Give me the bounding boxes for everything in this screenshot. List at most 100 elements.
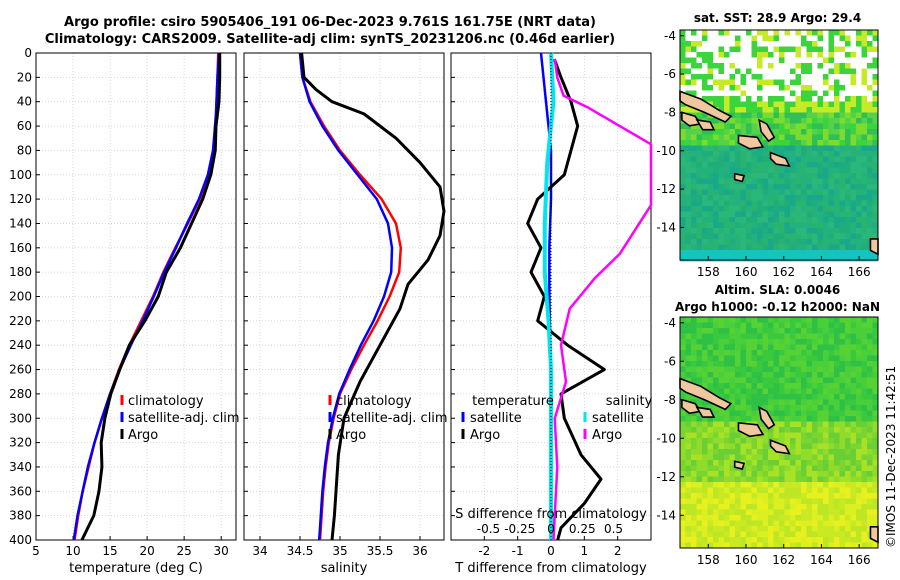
- y-tick-label: 400: [9, 533, 32, 547]
- map-cell: [801, 112, 807, 119]
- map-cell: [850, 399, 857, 406]
- map-cell: [834, 344, 840, 351]
- map-cell: [823, 206, 829, 212]
- map-cell: [702, 537, 708, 543]
- map-cell: [845, 416, 851, 422]
- map-cell: [806, 173, 813, 179]
- map-cell: [795, 322, 802, 329]
- map-cell: [707, 228, 714, 234]
- map-cell: [850, 509, 857, 516]
- map-cell: [713, 355, 719, 362]
- series-line-blue: [72, 52, 221, 541]
- map-cell: [768, 250, 774, 256]
- map-cell: [735, 79, 741, 86]
- map-cell: [768, 140, 774, 146]
- map-cell: [718, 394, 725, 400]
- map-cell: [746, 222, 752, 229]
- map-cell: [867, 173, 873, 179]
- map-cell: [850, 217, 857, 223]
- map-cell: [784, 421, 791, 428]
- map-cell: [740, 101, 747, 108]
- map-cell: [784, 101, 791, 108]
- map-cell: [812, 443, 818, 450]
- map-cell: [817, 107, 824, 113]
- map-cell: [729, 255, 736, 262]
- map-cell: [762, 211, 769, 218]
- series-line-black: [300, 52, 446, 541]
- sla-map-cells: [680, 317, 879, 549]
- legend-label: satellite-adj. clim: [336, 411, 448, 426]
- map-cell: [729, 57, 736, 64]
- map-cell: [790, 515, 796, 521]
- map-cell: [735, 328, 741, 334]
- map-cell: [790, 443, 796, 450]
- map-cell: [729, 372, 736, 378]
- map-cell: [680, 244, 686, 251]
- map-cell: [762, 454, 769, 461]
- map-cell: [729, 542, 736, 549]
- map-cell: [773, 322, 780, 329]
- map-cell: [779, 200, 785, 207]
- map-cell: [850, 52, 857, 58]
- map-cell: [834, 438, 840, 444]
- map-cell: [856, 405, 862, 411]
- map-cell: [713, 432, 719, 439]
- map-cell: [746, 328, 752, 334]
- map-cell: [740, 250, 747, 256]
- map-cell: [823, 46, 829, 53]
- map-cell: [850, 79, 857, 86]
- map-cell: [850, 151, 857, 157]
- map-y-tick-label: -6: [664, 354, 676, 368]
- map-cell: [696, 509, 703, 516]
- map-cell: [735, 46, 741, 53]
- map-cell: [801, 361, 807, 367]
- map-cell: [867, 454, 873, 461]
- map-cell: [795, 129, 802, 135]
- map-cell: [834, 206, 840, 212]
- map-cell: [872, 372, 879, 378]
- map-cell: [779, 101, 785, 108]
- map-cell: [839, 96, 846, 102]
- map-cell: [740, 46, 747, 53]
- map-cell: [713, 189, 719, 196]
- map-cell: [817, 509, 824, 516]
- map-cell: [762, 383, 769, 389]
- map-cell: [784, 377, 791, 384]
- map-cell: [729, 366, 736, 373]
- map-cell: [801, 68, 807, 75]
- map-cell: [746, 63, 752, 69]
- map-cell: [845, 52, 851, 58]
- map-cell: [702, 482, 708, 488]
- map-cell: [795, 222, 802, 229]
- map-cell: [839, 542, 846, 549]
- map-cell: [702, 162, 708, 168]
- map-cell: [790, 90, 796, 97]
- map-cell: [707, 504, 714, 510]
- map-cell: [702, 520, 708, 527]
- map-cell: [696, 493, 703, 499]
- map-cell: [735, 239, 741, 245]
- map-cell: [691, 421, 697, 428]
- map-cell: [757, 112, 763, 119]
- map-cell: [680, 107, 686, 113]
- map-cell: [779, 107, 785, 113]
- map-cell: [861, 107, 868, 113]
- map-cell: [806, 85, 813, 91]
- map-cell: [861, 366, 868, 373]
- map-cell: [762, 52, 769, 58]
- map-cell: [790, 118, 796, 124]
- map-cell: [768, 476, 774, 483]
- map-cell: [762, 476, 769, 483]
- map-cell: [861, 350, 868, 356]
- map-cell: [702, 189, 708, 196]
- map-cell: [707, 377, 714, 384]
- map-cell: [834, 377, 840, 384]
- map-cell: [845, 101, 851, 108]
- map-cell: [740, 328, 747, 334]
- map-cell: [691, 531, 697, 538]
- map-cell: [762, 471, 769, 477]
- map-cell: [839, 211, 846, 218]
- map-cell: [784, 493, 791, 499]
- map-x-tick-label: 158: [697, 265, 720, 279]
- map-cell: [724, 211, 730, 218]
